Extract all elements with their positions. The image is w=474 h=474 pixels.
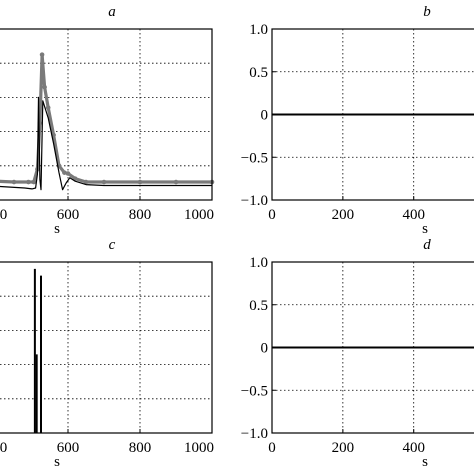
x-tick-label-0: 0 — [268, 440, 276, 456]
axes-frame — [0, 261, 213, 434]
x-axis-label: s — [54, 221, 60, 237]
x-axis-label: s — [422, 221, 428, 237]
y-tick-label-1: −0.5 — [241, 150, 268, 166]
y-tick-label-0: −1.0 — [241, 193, 268, 209]
x-tick-label-3: 1000 — [184, 440, 214, 456]
data-point-9 — [42, 84, 47, 90]
y-tick-label-2: 0 — [261, 341, 269, 357]
series-line-0 — [0, 53, 212, 184]
panel-c: 400 600 800 1000 c s — [0, 237, 214, 470]
y-tick-label-4: 1.0 — [249, 255, 268, 271]
x-tick-label-1: 200 — [332, 440, 355, 456]
data-point-8 — [39, 52, 45, 57]
data-point-10 — [45, 105, 51, 110]
panel-title: c — [109, 237, 116, 253]
x-tick-label-1: 600 — [57, 440, 80, 456]
x-tick-label-0: 400 — [0, 207, 7, 223]
x-tick-label-1: 200 — [332, 207, 355, 223]
data-point-19 — [173, 179, 179, 185]
data-point-3 — [11, 179, 17, 185]
x-tick-label-0: 400 — [0, 440, 7, 456]
x-tick-label-1: 600 — [57, 207, 80, 223]
x-axis-label: s — [54, 454, 60, 470]
axes-frame — [0, 28, 213, 201]
y-tick-label-2: 0 — [261, 108, 269, 124]
data-point-18 — [137, 179, 143, 185]
y-tick-label-3: 0.5 — [249, 65, 268, 81]
x-tick-label-2: 800 — [129, 207, 152, 223]
x-tick-label-2: 800 — [129, 440, 152, 456]
panel-d: 0200400600−1.0−0.500.51.0ds — [241, 237, 474, 470]
series-line-1 — [0, 96, 212, 191]
y-tick-label-0: −1.0 — [241, 426, 268, 442]
y-tick-label-4: 1.0 — [249, 22, 268, 38]
data-point-13 — [62, 170, 67, 175]
panel-title: b — [423, 4, 431, 20]
panel-title: d — [423, 237, 431, 253]
data-point-14 — [65, 171, 71, 176]
x-tick-label-2: 400 — [402, 440, 425, 456]
panel-title: a — [108, 4, 116, 20]
x-tick-label-0: 0 — [268, 207, 276, 223]
panel-a: 400 600 800 1000 a s — [0, 4, 215, 237]
x-tick-label-2: 400 — [402, 207, 425, 223]
x-axis-label: s — [422, 454, 428, 470]
y-tick-label-3: 0.5 — [249, 298, 268, 314]
x-tick-label-3: 1000 — [184, 207, 214, 223]
y-tick-label-1: −0.5 — [241, 383, 268, 399]
data-point-17 — [101, 179, 107, 185]
data-point-16 — [83, 179, 89, 185]
panel-b: 0200400600−1.0−0.500.51.0bs — [241, 4, 474, 237]
data-point-5 — [31, 179, 37, 185]
data-point-4 — [26, 179, 31, 185]
